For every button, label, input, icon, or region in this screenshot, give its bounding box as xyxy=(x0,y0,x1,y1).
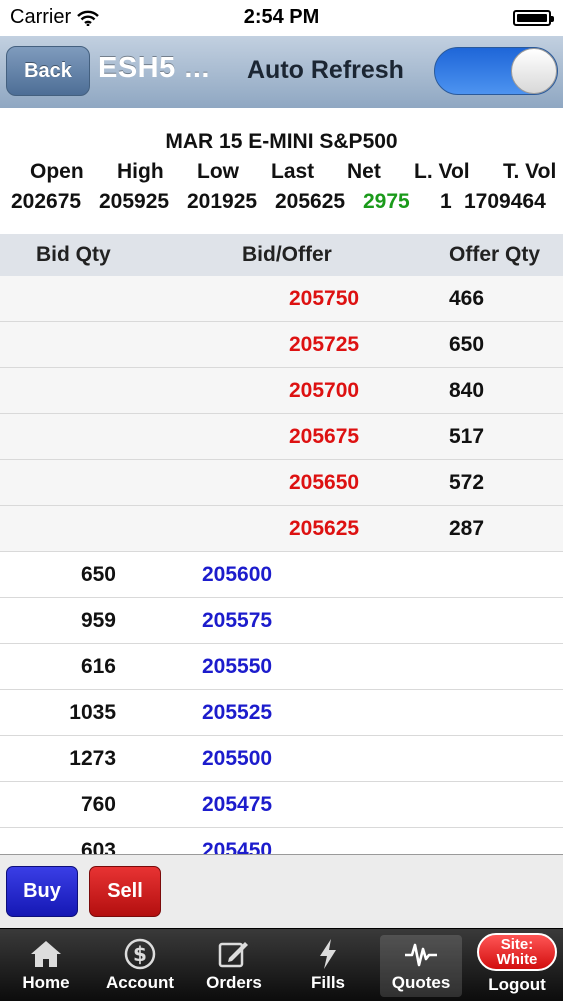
ask-row[interactable]: 205700 840 xyxy=(0,368,563,414)
bid-row[interactable]: 616 205550 xyxy=(0,644,563,690)
home-icon xyxy=(26,937,66,971)
ask-qty: 287 xyxy=(449,517,485,540)
svg-text:$: $ xyxy=(133,942,147,966)
nav-title: ESH5 ... xyxy=(98,52,210,84)
edit-icon xyxy=(214,937,254,971)
bid-row[interactable]: 603 205450 xyxy=(0,828,563,854)
buy-button[interactable]: Buy xyxy=(6,866,78,917)
ask-qty: 517 xyxy=(449,425,485,448)
open-header: Open xyxy=(30,160,84,183)
bid-row[interactable]: 1273 205500 xyxy=(0,736,563,782)
tab-home-label: Home xyxy=(22,973,70,992)
high-header: High xyxy=(117,160,164,183)
bid-qty: 1035 xyxy=(69,701,116,724)
offer-qty-header: Offer Qty xyxy=(449,243,541,266)
ask-price: 205625 xyxy=(289,517,360,540)
lvol-header: L. Vol xyxy=(414,160,470,183)
ask-price: 205725 xyxy=(289,333,360,356)
bid-price: 205450 xyxy=(202,839,273,854)
bid-qty: 1273 xyxy=(69,747,116,770)
instrument-info: MAR 15 E-MINI S&P500 Open High Low Last … xyxy=(0,108,563,234)
lvol-value: 1 xyxy=(440,190,452,213)
bid-qty: 760 xyxy=(80,793,116,816)
low-header: Low xyxy=(197,160,239,183)
wifi-icon xyxy=(77,10,99,26)
site-badge[interactable]: Site: White xyxy=(477,933,557,971)
tab-quotes-label: Quotes xyxy=(391,973,451,992)
battery-icon xyxy=(513,10,554,26)
tab-bar: Home $ Account Orders Fills xyxy=(0,928,563,1001)
open-value: 202675 xyxy=(11,190,82,213)
bid-qty: 650 xyxy=(80,563,116,586)
tab-logout[interactable]: Logout xyxy=(488,975,546,994)
ask-row[interactable]: 205650 572 xyxy=(0,460,563,506)
ask-qty: 840 xyxy=(449,379,485,402)
toggle-knob xyxy=(511,48,557,94)
tvol-value: 1709464 xyxy=(464,190,546,213)
ask-row[interactable]: 205725 650 xyxy=(0,322,563,368)
site-badge-line1: Site: xyxy=(500,936,534,953)
book-header: Bid Qty Bid/Offer Offer Qty xyxy=(0,234,563,277)
bid-row[interactable]: 760 205475 xyxy=(0,782,563,828)
net-header: Net xyxy=(347,160,381,183)
order-book[interactable]: 205750 466 205725 650 205700 840 205675 … xyxy=(0,276,563,854)
low-value: 201925 xyxy=(187,190,258,213)
high-value: 205925 xyxy=(99,190,170,213)
ask-row[interactable]: 205625 287 xyxy=(0,506,563,552)
bid-price: 205550 xyxy=(202,655,273,678)
bid-row[interactable]: 650 205600 xyxy=(0,552,563,598)
bid-offer-header: Bid/Offer xyxy=(242,243,332,266)
bid-price: 205600 xyxy=(202,563,273,586)
bid-price: 205500 xyxy=(202,747,273,770)
ask-price: 205675 xyxy=(289,425,360,448)
tab-account[interactable]: $ Account xyxy=(94,929,186,1001)
carrier-info: Carrier xyxy=(10,6,99,29)
last-value: 205625 xyxy=(275,190,346,213)
bid-qty: 603 xyxy=(80,839,116,854)
lightning-icon xyxy=(308,937,348,971)
tab-fills[interactable]: Fills xyxy=(282,929,374,1001)
net-value: 2975 xyxy=(363,190,410,213)
auto-refresh-label: Auto Refresh xyxy=(247,56,404,84)
ask-qty: 572 xyxy=(449,471,485,494)
action-bar: Buy Sell xyxy=(0,854,563,929)
tab-home[interactable]: Home xyxy=(0,929,92,1001)
bid-price: 205475 xyxy=(202,793,273,816)
bid-qty: 959 xyxy=(80,609,116,632)
bid-qty: 616 xyxy=(80,655,116,678)
ask-price: 205650 xyxy=(289,471,360,494)
ask-qty: 650 xyxy=(449,333,485,356)
tab-account-label: Account xyxy=(106,973,174,992)
carrier-label: Carrier xyxy=(10,6,72,28)
back-button[interactable]: Back xyxy=(6,46,90,96)
tab-fills-label: Fills xyxy=(310,973,345,992)
sell-button[interactable]: Sell xyxy=(89,866,161,917)
bid-price: 205575 xyxy=(202,609,273,632)
status-bar: Carrier 2:54 PM xyxy=(0,0,563,36)
tab-orders[interactable]: Orders xyxy=(188,929,280,1001)
dollar-icon: $ xyxy=(120,937,160,971)
ask-row[interactable]: 205675 517 xyxy=(0,414,563,460)
site-badge-line2: White xyxy=(496,951,538,968)
last-header: Last xyxy=(271,160,315,183)
bid-qty-header: Bid Qty xyxy=(36,243,111,266)
ask-row[interactable]: 205750 466 xyxy=(0,276,563,322)
bid-row[interactable]: 1035 205525 xyxy=(0,690,563,736)
ask-price: 205700 xyxy=(289,379,360,402)
bid-row[interactable]: 959 205575 xyxy=(0,598,563,644)
tvol-header: T. Vol xyxy=(503,160,557,183)
tab-quotes[interactable]: Quotes xyxy=(380,935,462,997)
ask-qty: 466 xyxy=(449,287,485,310)
auto-refresh-toggle[interactable] xyxy=(434,47,558,95)
pulse-icon xyxy=(401,937,441,971)
bid-price: 205525 xyxy=(202,701,273,724)
instrument-name: MAR 15 E-MINI S&P500 xyxy=(165,130,398,153)
tab-orders-label: Orders xyxy=(206,973,262,992)
ask-price: 205750 xyxy=(289,287,360,310)
nav-bar: Back ESH5 ... Auto Refresh xyxy=(0,36,563,109)
